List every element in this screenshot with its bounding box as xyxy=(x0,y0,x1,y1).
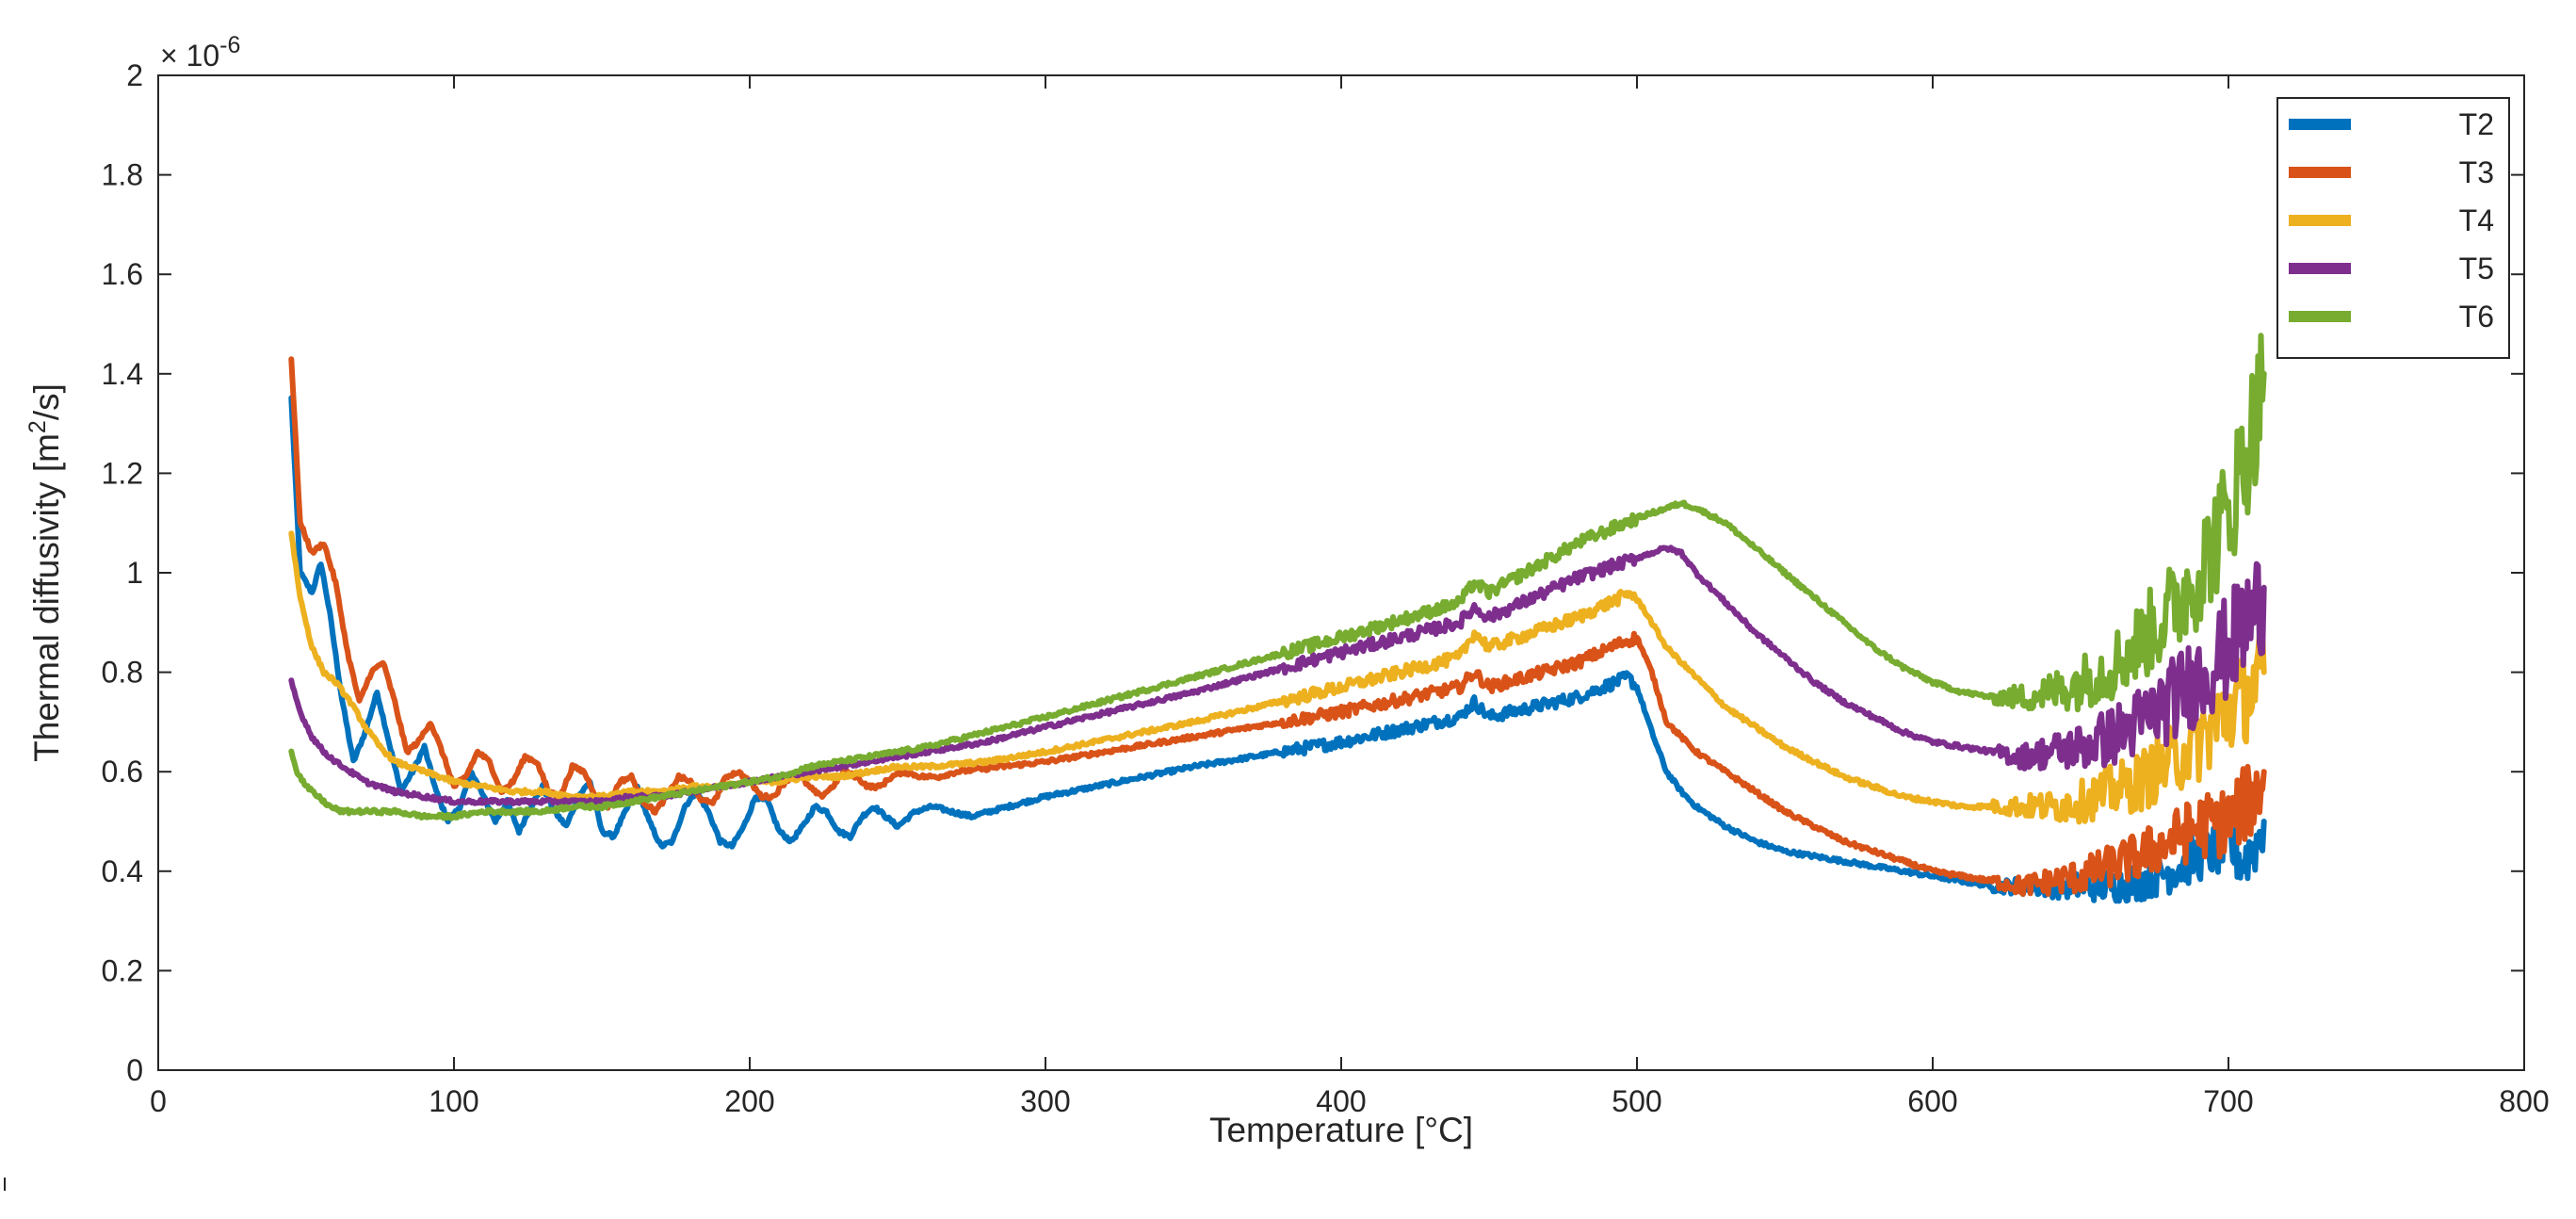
y-axis-label: Thermal diffusivity [m2/s] xyxy=(24,383,66,762)
y-tick-label: 1.2 xyxy=(102,456,143,490)
legend-label-t6: T6 xyxy=(2459,300,2494,333)
y-tick-label: 1.8 xyxy=(102,158,143,192)
y-tick-label: 0.8 xyxy=(102,656,143,690)
legend: T2 T3 T4 T5 T6 xyxy=(2276,97,2510,359)
series-line-t6 xyxy=(288,333,2267,821)
legend-label-t5: T5 xyxy=(2459,252,2494,285)
y-tick-label: 1.4 xyxy=(102,357,143,391)
series-line-t2 xyxy=(288,395,2267,904)
x-tick-label: 700 xyxy=(2203,1084,2253,1118)
x-tick-label: 0 xyxy=(150,1084,167,1118)
series-line-t5 xyxy=(288,544,2267,806)
y-tick-label: 0.4 xyxy=(102,854,143,888)
y-tick-label: 0.2 xyxy=(102,953,143,987)
y-axis-label-main: Thermal diffusivity [m xyxy=(27,433,66,762)
y-axis-label-end: /s] xyxy=(27,383,66,420)
series-line-t3 xyxy=(288,356,2267,897)
x-tick-label: 100 xyxy=(429,1084,478,1118)
x-tick-label: 600 xyxy=(1907,1084,1957,1118)
edge-mark xyxy=(4,1178,6,1191)
legend-label-t3: T3 xyxy=(2459,155,2494,189)
legend-items: T2 T3 T4 T5 T6 xyxy=(2289,107,2494,333)
x-tick-label: 200 xyxy=(724,1084,774,1118)
legend-label-t2: T2 xyxy=(2459,107,2494,141)
y-tick-label: 1 xyxy=(126,556,143,590)
y-axis-exponent: × 10-6 xyxy=(160,32,240,73)
y-tick-label: 0 xyxy=(126,1053,143,1087)
x-tick-label: 400 xyxy=(1316,1084,1366,1118)
series-layer xyxy=(288,333,2267,904)
x-tick-label: 300 xyxy=(1020,1084,1070,1118)
y-tick-label: 0.6 xyxy=(102,755,143,788)
y-axis-exponent-power: -6 xyxy=(219,32,240,58)
y-tick-label: 2 xyxy=(126,58,143,92)
x-tick-label: 800 xyxy=(2499,1084,2549,1118)
y-tick-label: 1.6 xyxy=(102,257,143,291)
series-line-t4 xyxy=(288,530,2267,825)
y-axis-label-superscript: 2 xyxy=(24,420,51,433)
x-axis-label: Temperature [°C] xyxy=(1209,1111,1473,1149)
x-tick-label: 500 xyxy=(1612,1084,1661,1118)
ticks-layer: 0 100 200 300 400 500 600 700 800 0 0.2 0.4 0.6 0.8 1 1… xyxy=(102,58,2550,1118)
legend-label-t4: T4 xyxy=(2459,203,2494,237)
y-axis-exponent-base: × 10 xyxy=(160,39,219,73)
